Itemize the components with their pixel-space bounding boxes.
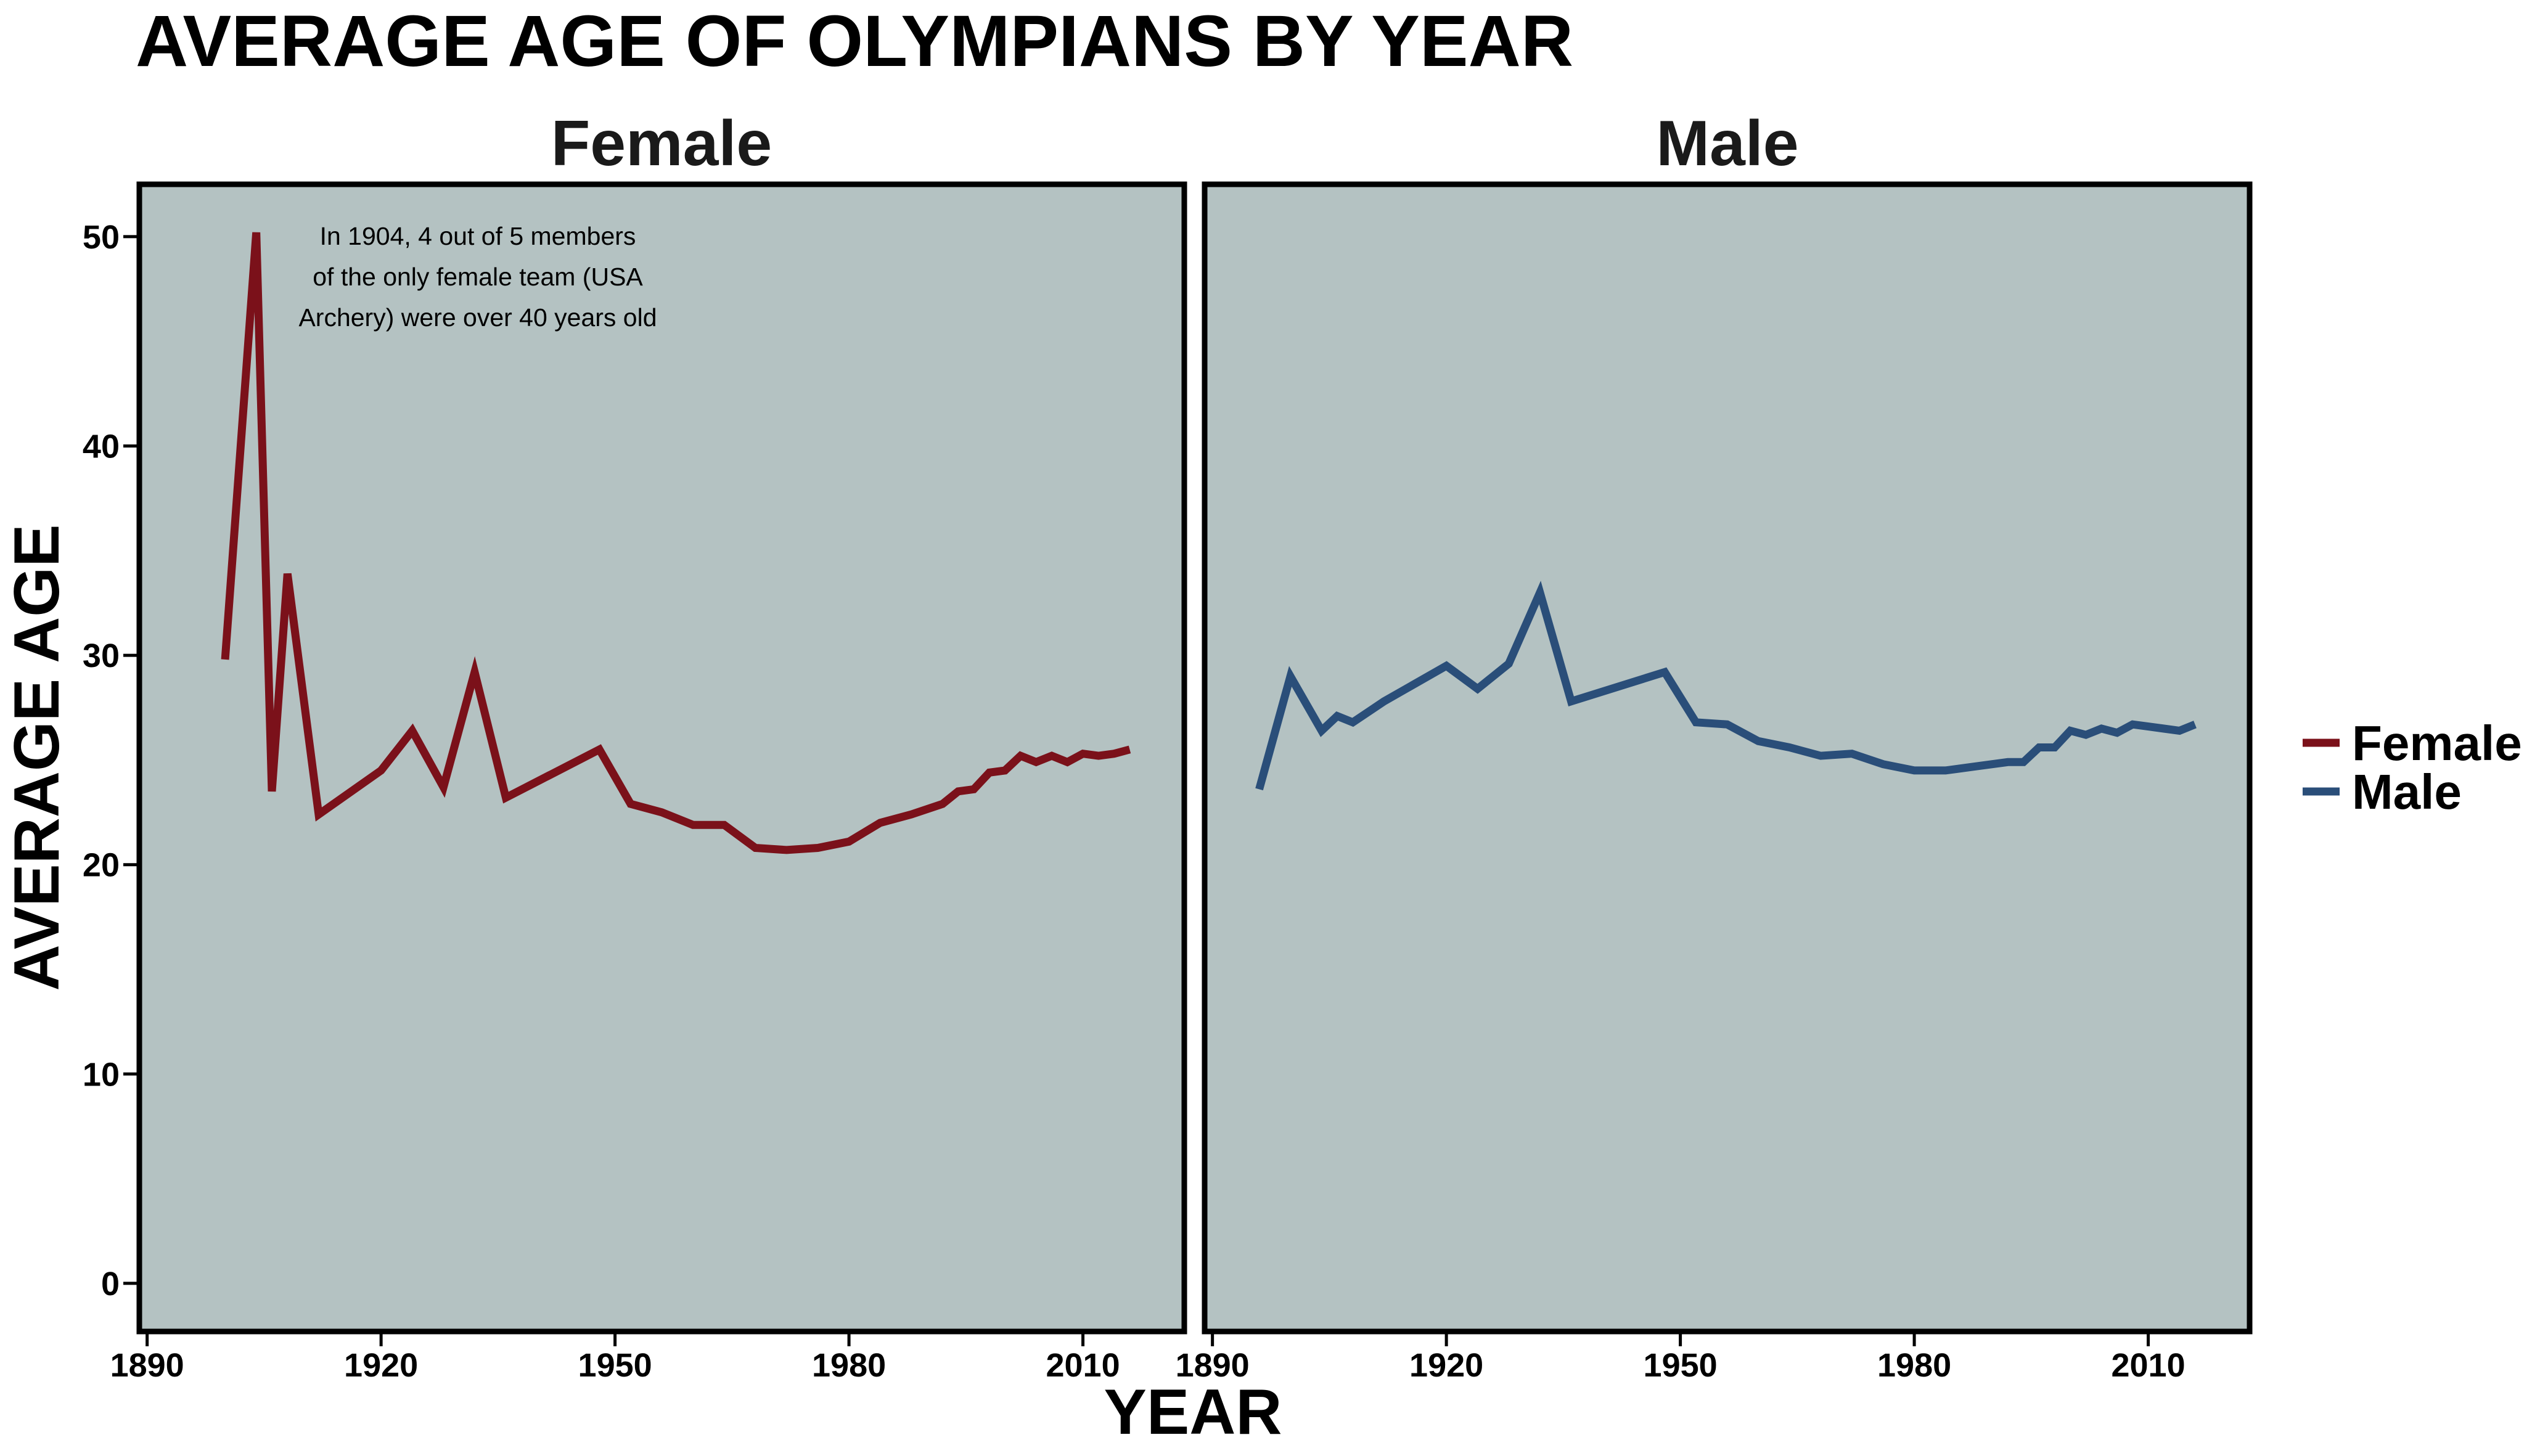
x-tick-label: 1920 — [344, 1347, 418, 1384]
x-tick-label: 1890 — [110, 1347, 184, 1384]
series-line-female — [221, 232, 1131, 854]
facet-male-panel: Male — [1202, 108, 2253, 1335]
annotation-line-3: Archery) were over 40 years old — [298, 303, 657, 332]
y-tick-label: 10 — [83, 1056, 120, 1093]
panel-border-female — [136, 181, 1187, 1335]
x-tick-label: 1920 — [1409, 1347, 1483, 1384]
chart-title: AVERAGE AGE OF OLYMPIANS BY YEAR — [136, 1, 1573, 82]
annotation-1904: In 1904, 4 out of 5 members of the only … — [298, 222, 657, 332]
annotation-line-2: of the only female team (USA — [313, 263, 643, 291]
x-axis-male: 1890 1920 1950 1980 2010 — [1176, 1334, 2185, 1384]
x-tick-label: 1890 — [1176, 1347, 1250, 1384]
x-tick-label: 1950 — [578, 1347, 652, 1384]
y-tick-label: 50 — [83, 219, 120, 256]
y-axis-title: AVERAGE AGE — [1, 525, 73, 991]
x-axis-female: 1890 1920 1950 1980 2010 — [110, 1334, 1120, 1384]
annotation-line-1: In 1904, 4 out of 5 members — [320, 222, 636, 250]
series-line-male — [1255, 581, 2197, 791]
plot-background-male — [1205, 184, 2250, 1331]
x-tick-label: 2010 — [1046, 1347, 1120, 1384]
facet-female-panel: Female In 1904, 4 out of 5 members of th… — [136, 108, 1187, 1335]
y-tick-label: 20 — [83, 847, 120, 884]
x-tick-label: 1950 — [1644, 1347, 1718, 1384]
facet-label-male: Male — [1656, 108, 1798, 179]
y-tick-label: 0 — [101, 1266, 120, 1303]
facet-label-female: Female — [551, 108, 772, 179]
y-axis: 0 10 20 30 40 50 — [83, 219, 137, 1303]
y-tick-label: 40 — [83, 428, 120, 465]
y-tick-label: 30 — [83, 637, 120, 674]
legend: Female Male — [2303, 716, 2522, 819]
x-tick-label: 2010 — [2111, 1347, 2185, 1384]
panel-border-male — [1202, 181, 2253, 1335]
legend-label-female: Female — [2352, 716, 2522, 771]
x-axis-title: YEAR — [1104, 1376, 1282, 1448]
x-tick-label: 1980 — [1877, 1347, 1951, 1384]
legend-label-male: Male — [2352, 764, 2462, 819]
x-tick-label: 1980 — [812, 1347, 886, 1384]
